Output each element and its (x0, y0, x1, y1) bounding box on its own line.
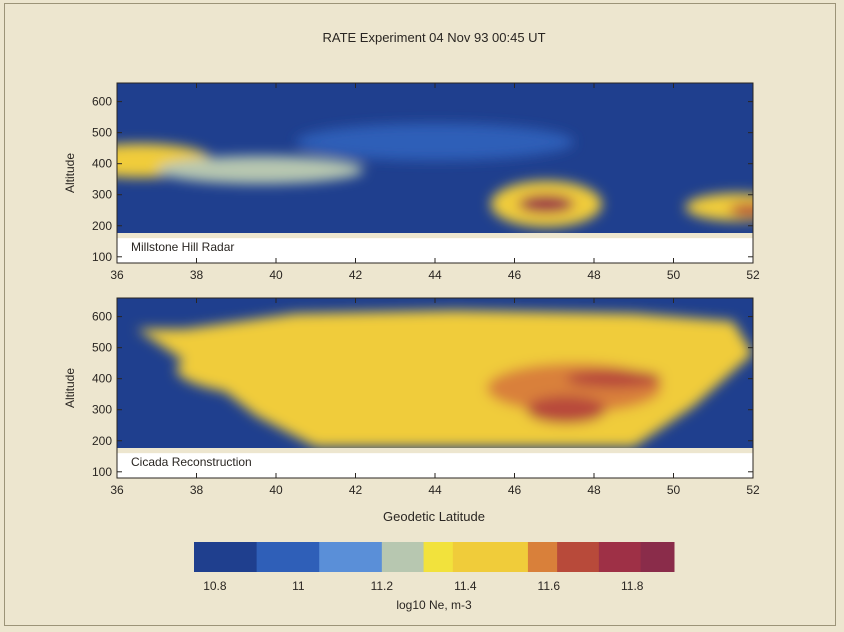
x-tick-label: 36 (110, 268, 124, 282)
density-blob-0 (176, 335, 575, 404)
colorbar: 10.8 11 11.2 11.4 11.6 11.8 log10 Ne, m-3 (194, 542, 675, 612)
colorbar-segments (194, 542, 675, 572)
colorbar-segment (319, 542, 383, 572)
colorbar-tick-label: 11.4 (454, 579, 477, 593)
x-tick-label: 46 (508, 483, 522, 497)
colorbar-segment (194, 542, 258, 572)
density-blob-6 (295, 123, 575, 161)
colorbar-tick-label: 10.8 (203, 579, 227, 593)
colorbar-segment (381, 542, 425, 572)
x-tick-label: 48 (587, 483, 601, 497)
radar-panel-label: Millstone Hill Radar (131, 240, 234, 254)
y-tick-label: 500 (92, 126, 112, 140)
x-tick-label: 42 (349, 268, 363, 282)
colorbar-segment (598, 542, 642, 572)
reconstruction-panel: Cicada Reconstruction Altitude 36 38 40 42 4… (63, 297, 760, 524)
x-tick-label: 38 (190, 268, 204, 282)
colorbar-tick-label: 11 (292, 579, 305, 593)
y-tick-label: 600 (92, 95, 112, 109)
heatmap-cells (117, 123, 753, 228)
heatmap-cells (136, 310, 753, 447)
reconstruction-panel-label: Cicada Reconstruction (131, 455, 252, 469)
density-blob-1 (156, 155, 364, 184)
colorbar-label: log10 Ne, m-3 (396, 598, 472, 612)
y-tick-label: 600 (92, 310, 112, 324)
figure-border (4, 3, 836, 626)
x-tick-label: 44 (428, 268, 442, 282)
y-tick-label: 500 (92, 341, 112, 355)
x-tick-label: 38 (190, 483, 204, 497)
y-tick-label: 200 (92, 219, 112, 233)
colorbar-ticks: 10.8 11 11.2 11.4 11.6 11.8 (203, 579, 644, 593)
y-tick-label: 100 (92, 250, 112, 264)
y-tick-label: 400 (92, 372, 112, 386)
x-tick-label: 36 (110, 483, 124, 497)
colorbar-tick-label: 11.6 (538, 579, 561, 593)
y-tick-label: 400 (92, 157, 112, 171)
x-tick-label: 40 (269, 268, 283, 282)
colorbar-tick-label: 11.2 (371, 579, 394, 593)
x-tick-label: 50 (667, 483, 681, 497)
x-tick-label: 40 (269, 483, 283, 497)
colorbar-segment (256, 542, 320, 572)
colorbar-segment (640, 542, 675, 572)
colorbar-segment (557, 542, 600, 572)
density-blob-3 (518, 194, 575, 214)
x-tick-label: 46 (508, 268, 522, 282)
colorbar-segment (527, 542, 558, 572)
reconstruction-ticks: 36 38 40 42 44 46 48 50 52 100 200 300 400 500 600 (92, 298, 760, 497)
y-tick-label: 100 (92, 465, 112, 479)
x-tick-label: 52 (746, 483, 760, 497)
y-tick-label: 300 (92, 403, 112, 417)
x-tick-label: 52 (746, 268, 760, 282)
radar-ylabel: Altitude (63, 153, 77, 193)
density-blob-5 (729, 203, 753, 218)
colorbar-segment (452, 542, 529, 572)
y-tick-label: 200 (92, 434, 112, 448)
colorbar-tick-label: 11.8 (621, 579, 644, 593)
xaxis-label: Geodetic Latitude (383, 509, 485, 524)
reconstruction-heatmap (117, 298, 753, 448)
radar-ticks: 36 38 40 42 44 46 48 50 52 100 200 300 400 500 600 (92, 83, 760, 282)
x-tick-label: 44 (428, 483, 442, 497)
radar-panel: Millstone Hill Radar Altitude 36 38 40 42 44… (63, 82, 760, 282)
y-tick-label: 300 (92, 188, 112, 202)
x-tick-label: 48 (587, 268, 601, 282)
density-blob-2 (526, 395, 606, 424)
chart-title: RATE Experiment 04 Nov 93 00:45 UT (322, 30, 545, 45)
x-tick-label: 50 (667, 268, 681, 282)
density-blob-3 (566, 369, 662, 389)
x-tick-label: 42 (349, 483, 363, 497)
radar-heatmap (117, 83, 753, 233)
reconstruction-ylabel: Altitude (63, 368, 77, 408)
colorbar-segment (423, 542, 454, 572)
